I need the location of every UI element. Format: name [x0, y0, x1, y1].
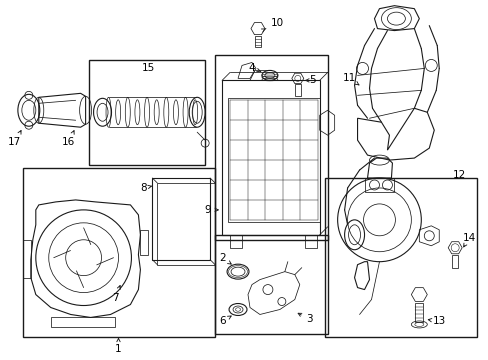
Text: 3: 3 [298, 313, 312, 324]
Bar [152, 178, 210, 260]
Bar [215, 55, 327, 240]
Text: 10: 10 [261, 18, 284, 32]
Bar [88, 60, 205, 165]
Text: 16: 16 [62, 131, 75, 147]
Bar [324, 178, 476, 337]
Bar [227, 98, 319, 222]
Text: 5: 5 [305, 75, 315, 85]
Text: 8: 8 [140, 183, 152, 193]
Text: 15: 15 [142, 63, 155, 73]
Text: 9: 9 [204, 205, 218, 215]
Text: 12: 12 [451, 170, 465, 180]
Text: 7: 7 [112, 285, 120, 302]
Bar [222, 80, 319, 235]
Text: 11: 11 [342, 73, 358, 85]
Text: 1: 1 [115, 338, 122, 354]
Bar [157, 183, 215, 265]
Text: 6: 6 [218, 316, 231, 327]
Text: 13: 13 [427, 316, 445, 327]
Text: 2: 2 [218, 253, 231, 264]
Text: 14: 14 [462, 233, 475, 247]
Bar [23, 168, 215, 337]
Text: 17: 17 [8, 131, 21, 147]
Text: 4: 4 [248, 63, 260, 73]
Bar [215, 235, 327, 334]
